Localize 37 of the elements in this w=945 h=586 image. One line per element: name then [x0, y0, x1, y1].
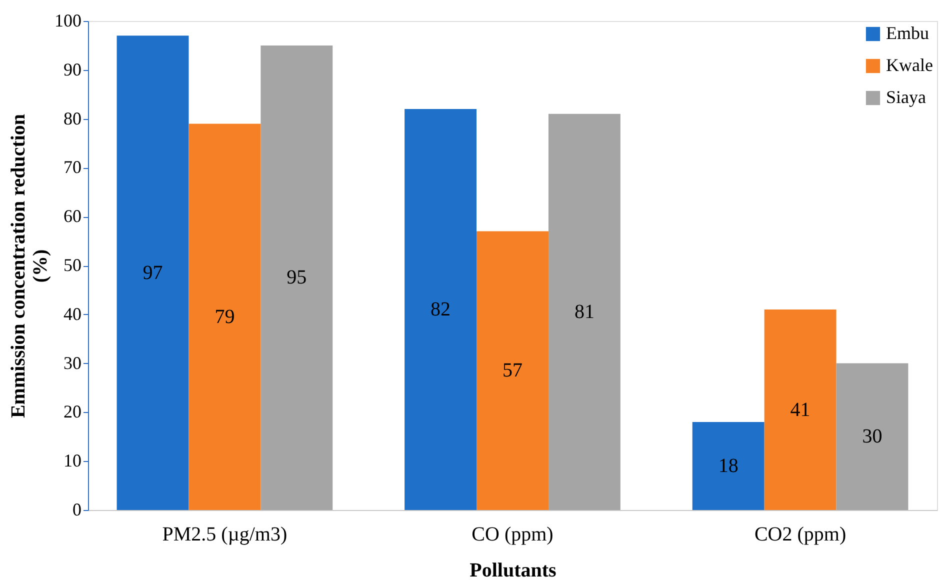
y-tick-label: 40	[64, 304, 82, 324]
data-label: 97	[142, 262, 163, 284]
y-tick-label: 30	[64, 352, 82, 373]
bar	[404, 109, 477, 510]
x-tick-label: CO2 (ppm)	[754, 524, 846, 546]
data-label: 18	[718, 454, 738, 477]
y-tick-label: 50	[64, 255, 82, 275]
x-tick-label: CO (ppm)	[472, 524, 554, 546]
data-label: 57	[502, 360, 522, 382]
data-label: 95	[286, 266, 307, 289]
x-tick-label: PM2.5 (µg/m3)	[162, 524, 288, 546]
y-tick-label: 100	[54, 10, 82, 30]
legend-label: Embu	[886, 23, 929, 43]
y-tick-label: 0	[72, 500, 82, 520]
y-tick-label: 80	[64, 108, 82, 128]
bar	[188, 124, 261, 510]
y-tick-label: 70	[64, 157, 82, 178]
data-label: 41	[790, 398, 810, 421]
bar	[260, 45, 333, 510]
bar	[836, 363, 908, 510]
legend-label: Kwale	[886, 55, 933, 75]
data-label: 30	[862, 426, 882, 448]
y-tick-label: 10	[64, 450, 82, 471]
y-tick-label: 20	[64, 402, 82, 422]
bar	[548, 114, 620, 510]
bar	[476, 231, 548, 510]
bar	[764, 310, 836, 510]
data-label: 79	[214, 306, 235, 328]
bar	[116, 36, 189, 510]
x-axis-title: Pollutants	[470, 560, 557, 582]
y-tick-label: 60	[64, 206, 82, 226]
y-tick-label: 90	[64, 59, 82, 80]
legend-label: Siaya	[886, 87, 926, 107]
y-axis-title: Emmission concentration reduction (%)	[8, 114, 52, 418]
data-label: 81	[574, 300, 594, 323]
data-label: 82	[430, 298, 451, 321]
bar	[692, 422, 764, 510]
